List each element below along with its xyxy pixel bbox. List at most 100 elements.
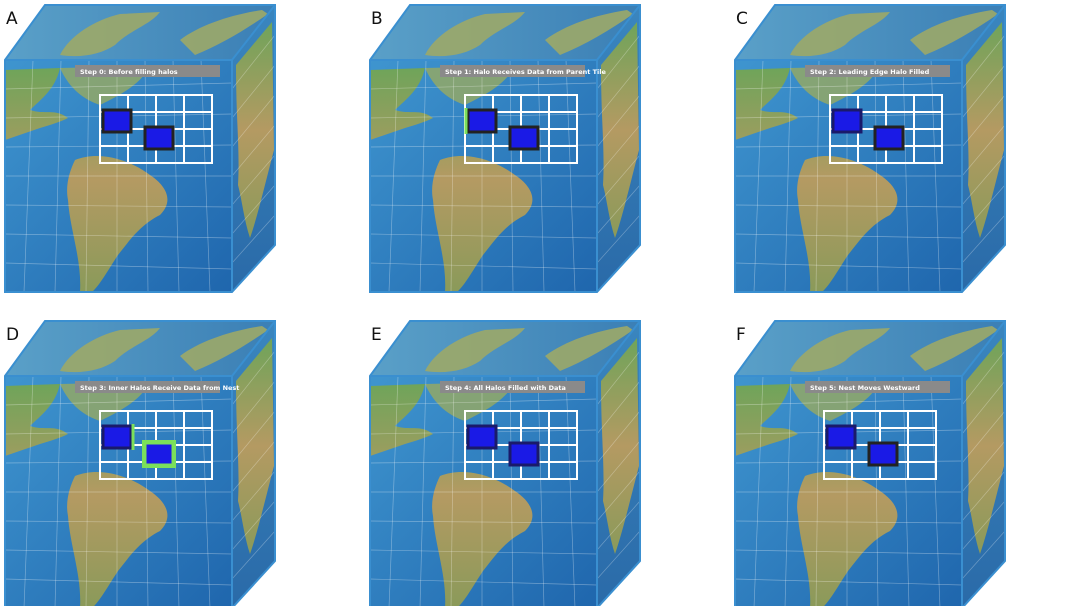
graticule (4, 549, 233, 555)
cube-outline (369, 4, 641, 293)
panel: C Step 2: Leading Edge Halo Filled (734, 4, 1006, 293)
graticule (596, 94, 641, 148)
graticule (961, 410, 1006, 464)
graticule (596, 64, 641, 119)
graticule (537, 59, 545, 293)
graticule (369, 578, 598, 586)
graticule (734, 233, 963, 239)
graticule (231, 34, 276, 90)
graticule (231, 350, 276, 406)
cube (734, 4, 1006, 293)
step-label-bg (805, 381, 950, 393)
graticule (231, 380, 276, 435)
graticule (815, 59, 820, 293)
graticule (961, 154, 1006, 206)
graticule (596, 500, 641, 551)
graticule (537, 375, 545, 606)
graticule (419, 375, 427, 606)
front-land (735, 384, 898, 606)
nest-box (867, 441, 899, 467)
step-label: Step 0: Before filling halos (80, 68, 178, 76)
step-label: Step 5: Nest Moves Westward (810, 384, 920, 392)
graticule (85, 375, 90, 606)
top-land (790, 10, 998, 57)
graticule (200, 59, 211, 293)
front-land (370, 68, 533, 292)
panel: A Step 0: Before filling halos (4, 4, 276, 293)
graticule (961, 124, 1006, 177)
right-land (601, 22, 639, 238)
graticule (231, 184, 276, 235)
panel: F Step 5: Nest Moves Westward (734, 320, 1006, 606)
graticule (815, 375, 820, 606)
panel-letter: E (371, 325, 382, 345)
halo-grid (99, 94, 213, 164)
graticule (784, 375, 792, 606)
panel: D Step 3: Inner Halos Receive Data from N… (4, 320, 276, 606)
graticule (172, 59, 180, 293)
graticule (930, 59, 941, 293)
graticule (734, 398, 963, 406)
graticule (369, 262, 598, 270)
graticule (874, 375, 879, 606)
step-label: Step 3: Inner Halos Receive Data from Ne… (80, 384, 239, 392)
graticule (509, 59, 514, 293)
top-land (60, 326, 268, 373)
graticule (369, 520, 598, 524)
halo-grid (829, 94, 943, 164)
halo (142, 440, 176, 468)
graticule (4, 233, 233, 239)
step-label-bg (75, 381, 220, 393)
graticule (231, 154, 276, 206)
graticule (231, 94, 276, 148)
graticule (596, 34, 641, 90)
graticule (54, 375, 62, 606)
graticule (450, 59, 455, 293)
graticule (596, 440, 641, 493)
step-label-bg (75, 65, 220, 77)
cube-outline (4, 320, 276, 606)
right-land (966, 22, 1004, 238)
nest-box (466, 108, 498, 134)
graticule (734, 204, 963, 208)
graticule (961, 500, 1006, 551)
nest-box (143, 125, 175, 151)
graticule (961, 530, 1006, 580)
graticule (930, 375, 941, 606)
top-land (790, 326, 998, 373)
right-land (236, 338, 274, 554)
graticule (902, 375, 910, 606)
graticule (734, 549, 963, 555)
graticule (23, 375, 34, 606)
graticule (961, 350, 1006, 406)
graticule (961, 34, 1006, 90)
graticule (734, 82, 963, 90)
graticule (784, 59, 792, 293)
right-land (236, 22, 274, 238)
graticule (565, 59, 576, 293)
front-land (5, 384, 168, 606)
cube (4, 4, 276, 293)
right-land (601, 338, 639, 554)
panel-letter: F (736, 325, 746, 345)
graticule (369, 204, 598, 208)
graticule (369, 398, 598, 406)
graticule (874, 59, 879, 293)
step-label-bg (440, 381, 585, 393)
panel: B Step 1: Halo Receives Data from Parent … (369, 4, 641, 293)
graticule (902, 59, 910, 293)
step-label: Step 1: Halo Receives Data from Parent T… (445, 68, 607, 76)
graticule (596, 470, 641, 522)
graticule (450, 375, 455, 606)
nest-box (466, 424, 498, 450)
top-land (60, 10, 268, 57)
graticule (231, 470, 276, 522)
front-land (370, 384, 533, 606)
graticule (369, 82, 598, 90)
graticule (4, 262, 233, 270)
graticule (369, 549, 598, 555)
nest-box (508, 441, 540, 467)
graticule (144, 375, 149, 606)
cube (734, 320, 1006, 606)
